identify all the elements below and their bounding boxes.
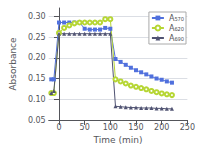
svg-text:200: 200: [154, 123, 169, 132]
svg-text:0.25: 0.25: [28, 33, 46, 42]
svg-text:A₅₇₀: A₅₇₀: [169, 14, 184, 23]
svg-text:A₆₂₀: A₆₂₀: [169, 24, 184, 33]
svg-text:Time (min): Time (min): [93, 135, 143, 145]
svg-text:50: 50: [80, 123, 90, 132]
svg-text:0.05: 0.05: [28, 116, 46, 125]
svg-text:A₆₉₀: A₆₉₀: [169, 34, 184, 43]
svg-text:0.20: 0.20: [28, 53, 46, 62]
svg-text:150: 150: [128, 123, 143, 132]
svg-text:Absorbance: Absorbance: [8, 37, 18, 91]
svg-text:250: 250: [180, 123, 195, 132]
svg-text:0: 0: [56, 123, 61, 132]
svg-text:0.10: 0.10: [28, 95, 46, 104]
svg-text:0.15: 0.15: [28, 74, 46, 83]
svg-text:100: 100: [103, 123, 118, 132]
svg-text:0.30: 0.30: [28, 12, 46, 21]
